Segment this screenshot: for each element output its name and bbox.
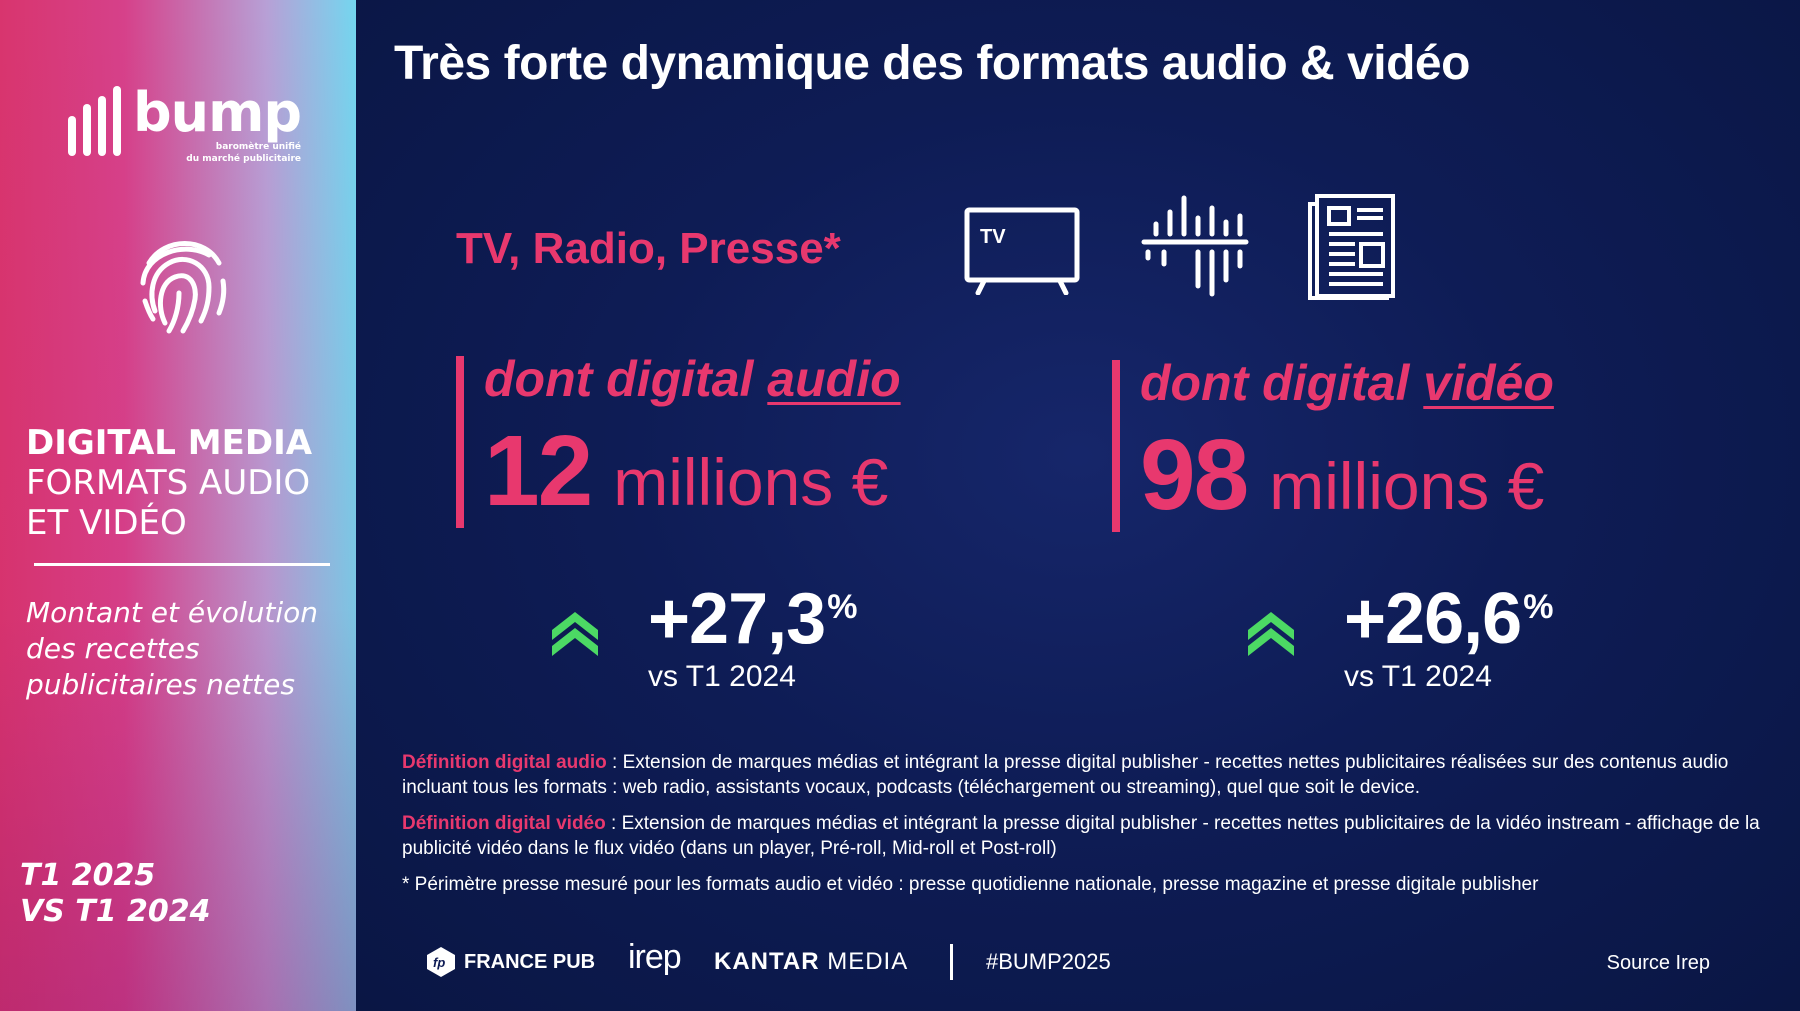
growth-video-comparison: vs T1 2024: [1344, 660, 1492, 693]
growth-audio-number: +27,3: [648, 579, 826, 659]
growth-audio: +27,3% vs T1 2024: [552, 578, 952, 698]
sidebar-title-line3: ET VIDÉO: [26, 503, 187, 543]
fingerprint-icon: [140, 241, 227, 334]
bump-logo: bump baromètre unifié du marché publicit…: [68, 81, 302, 164]
radio-waves-icon: [1141, 195, 1249, 297]
definition-audio: Définition digital audio : Extension de …: [402, 750, 1782, 800]
kpi-video-label-prefix: dont digital: [1140, 355, 1410, 411]
definition-video-key: Définition digital vidéo: [402, 813, 606, 834]
definition-audio-text: : Extension de marques médias et intégra…: [402, 752, 1729, 798]
kpi-video-number: 98: [1140, 419, 1249, 531]
kpi-digital-video: dont digital vidéo 98 millions €: [1112, 354, 1712, 534]
sidebar-period: T1 2025 VS T1 2024: [20, 858, 211, 930]
kantar-media-logo: KANTAR MEDIA: [714, 948, 908, 976]
kpi-audio-label: dont digital audio: [484, 350, 901, 408]
logo-tagline-1: baromètre unifié: [215, 142, 302, 152]
sidebar-title-line2: FORMATS AUDIO: [26, 463, 311, 503]
kantar-bold: KANTAR: [714, 948, 820, 975]
kpi-video-value: 98 millions €: [1140, 418, 1544, 533]
main-panel: Très forte dynamique des formats audio &…: [356, 0, 1800, 1011]
sidebar-title-bold: DIGITAL MEDIA: [26, 423, 313, 463]
kpi-video-unit: millions €: [1269, 449, 1545, 523]
kpi-audio-label-prefix: dont digital: [484, 351, 754, 407]
kpi-video-label: dont digital vidéo: [1140, 354, 1554, 412]
tv-icon: TV: [964, 207, 1080, 295]
source-label: Source Irep: [1606, 952, 1710, 974]
france-pub-logo: fp FRANCE PUB: [426, 946, 595, 978]
growth-video: +26,6% vs T1 2024: [1248, 578, 1648, 698]
footnote: * Périmètre presse mesuré pour les forma…: [402, 874, 1539, 895]
growth-audio-unit: %: [827, 588, 857, 626]
kpi-audio-value: 12 millions €: [484, 414, 888, 529]
sidebar-description-line1: Montant et évolution: [26, 596, 318, 629]
period-line2: VS T1 2024: [20, 894, 211, 929]
newspaper-icon: [1308, 194, 1395, 300]
kantar-light: MEDIA: [819, 948, 909, 975]
logo-word: bump: [133, 81, 302, 144]
france-pub-label: FRANCE PUB: [464, 950, 596, 973]
sidebar-description-line2: des recettes: [26, 632, 200, 665]
kpi-video-label-key: vidéo: [1423, 355, 1554, 411]
kpi-audio-label-key: audio: [767, 351, 901, 407]
growth-video-value: +26,6%: [1344, 578, 1553, 660]
definition-audio-key: Définition digital audio: [402, 752, 607, 773]
tv-icon-label: TV: [980, 226, 1006, 248]
kpi-video-bar: [1112, 360, 1120, 532]
definitions: Définition digital audio : Extension de …: [402, 750, 1782, 908]
growth-video-number: +26,6: [1344, 579, 1522, 659]
kpi-digital-audio: dont digital audio 12 millions €: [456, 350, 1056, 530]
sidebar-title: DIGITAL MEDIA FORMATS AUDIO ET VIDÉO: [26, 423, 312, 543]
double-chevron-up-icon: [552, 612, 598, 656]
sidebar-content: bump baromètre unifié du marché publicit…: [0, 0, 356, 1011]
page-title: Très forte dynamique des formats audio &…: [394, 37, 1470, 90]
sidebar-description: Montant et évolution des recettes public…: [26, 595, 346, 703]
growth-audio-value: +27,3%: [648, 578, 857, 660]
logo-bars-icon: [68, 86, 121, 156]
kpi-audio-number: 12: [484, 415, 593, 527]
growth-video-unit: %: [1523, 588, 1553, 626]
scope-label: TV, Radio, Presse*: [456, 224, 841, 273]
double-chevron-up-icon: [1248, 612, 1294, 656]
irep-logo: irep: [628, 938, 682, 976]
france-pub-mark: fp: [433, 955, 445, 970]
kpi-audio-unit: millions €: [613, 445, 889, 519]
sidebar: [0, 0, 356, 1011]
logo-tagline-2: du marché publicitaire: [186, 154, 302, 164]
footer-divider: [950, 944, 953, 980]
period-line1: T1 2025: [20, 858, 156, 893]
definition-video: Définition digital vidéo : Extension de …: [402, 811, 1782, 861]
growth-audio-comparison: vs T1 2024: [648, 660, 796, 693]
kpi-audio-bar: [456, 356, 464, 528]
sidebar-description-line3: publicitaires nettes: [26, 668, 295, 701]
sidebar-divider: [34, 563, 330, 566]
footer: fp FRANCE PUB irep KANTAR MEDIA #BUMP202…: [356, 938, 1800, 980]
hashtag: #BUMP2025: [986, 949, 1111, 974]
france-pub-hexagon-icon: fp: [427, 947, 455, 977]
definition-video-text: : Extension de marques médias et intégra…: [402, 813, 1760, 859]
